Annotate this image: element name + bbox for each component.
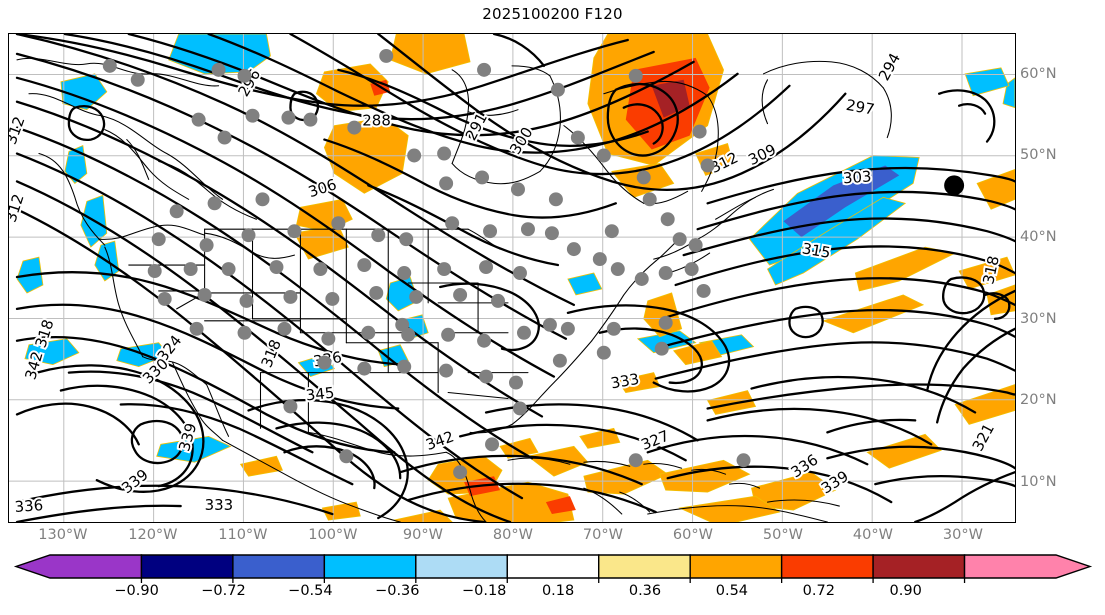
colorbar-band [232,554,326,579]
lon-tick-6: 70°W [582,527,623,543]
cbar-tick-8: 0.72 [802,583,835,599]
colorbar-band [963,554,1093,579]
colorbar-band [140,554,234,579]
latitude-axis: 10°N 20°N 30°N 40°N 50°N 60°N [1020,33,1105,523]
contour-label: 288 [362,112,391,130]
contour-label: 336 [14,496,44,516]
lat-tick-2: 30°N [1020,310,1057,327]
lon-tick-9: 40°W [852,527,893,543]
colorbar-band [323,554,417,579]
highlight-marker [944,175,965,196]
lat-tick-4: 50°N [1020,147,1057,164]
station-markers-layer [102,48,751,480]
map-panel: 288 291 294 296 297 300 303 306 309 312 … [8,33,1016,523]
map-canvas: 288 291 294 296 297 300 303 306 309 312 … [9,34,1015,522]
contour-label: 297 [845,96,876,119]
lon-tick-5: 80°W [492,527,533,543]
colorbar-band [689,554,783,579]
lon-tick-8: 50°W [762,527,803,543]
contour-label: 309 [745,140,779,169]
contour-label: 342 [21,349,46,381]
cbar-tick-4: −0.18 [461,583,507,599]
cbar-tick-2: −0.54 [288,583,333,599]
lat-tick-0: 10°N [1020,474,1057,490]
lon-tick-3: 100°W [308,527,358,543]
contour-label: 333 [205,496,234,514]
contour-layer [15,34,1015,522]
lon-tick-0: 130°W [38,527,88,543]
lon-tick-10: 30°W [942,527,983,543]
contour-label: 342 [423,427,456,454]
contour-label: 294 [875,50,904,84]
colorbar-band [780,554,874,579]
contour-label: 312 [9,192,28,225]
colorbar-band [872,554,966,579]
contour-label: 303 [842,167,872,187]
cbar-tick-5: 0.18 [541,583,575,599]
contour-label: 345 [305,384,335,405]
cbar-tick-0: −0.90 [114,583,159,599]
cbar-tick-9: 0.90 [889,583,922,599]
lon-tick-4: 90°W [402,527,443,543]
chart-title: 2025100200 F120 [482,5,623,23]
cbar-tick-6: 0.36 [628,583,662,599]
colorbar-band [415,554,508,579]
lon-tick-2: 110°W [218,527,268,543]
cbar-tick-1: −0.72 [201,583,246,599]
cbar-tick-3: −0.36 [375,583,420,599]
colorbar-band [598,554,691,579]
contour-label: 321 [969,421,998,455]
lat-tick-3: 40°N [1020,229,1057,245]
colorbar-band [506,554,600,579]
longitude-axis: 130°W 120°W 110°W 100°W 90°W 80°W 70°W 6… [8,527,1016,547]
lat-tick-1: 20°N [1020,392,1057,409]
cbar-tick-7: 0.54 [715,583,749,599]
colorbar-canvas [13,554,1093,583]
lon-tick-1: 120°W [128,527,178,543]
colorbar-tick-labels: −0.90 −0.72 −0.54 −0.36 −0.18 0.18 0.36 … [8,583,1098,607]
colorbar: −0.90 −0.72 −0.54 −0.36 −0.18 0.18 0.36 … [8,553,1098,611]
lon-tick-7: 60°W [672,527,713,543]
lat-tick-5: 60°N [1020,65,1057,82]
colorbar-band [13,554,143,579]
